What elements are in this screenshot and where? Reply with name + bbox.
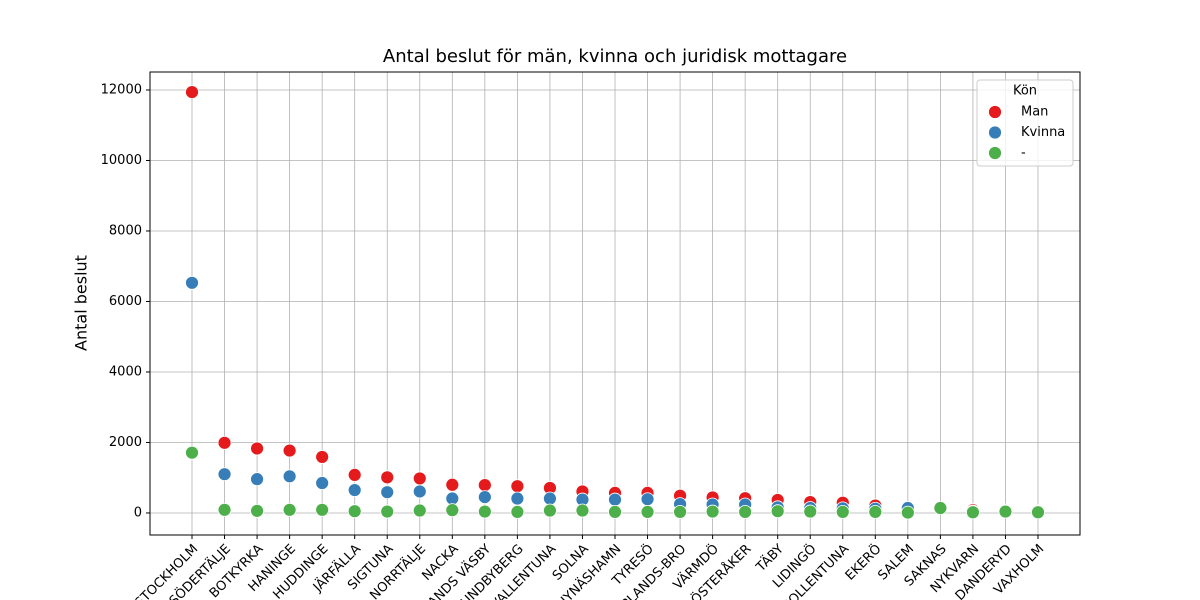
point <box>282 502 297 517</box>
point <box>1031 505 1045 520</box>
legend-title: Kön <box>1013 84 1037 99</box>
point <box>217 502 232 517</box>
y-axis-label: Antal beslut <box>72 255 91 351</box>
point <box>412 484 427 499</box>
point <box>315 450 330 464</box>
y-tick-label: 0 <box>134 505 142 520</box>
legend: Kön Man Kvinna - <box>976 79 1074 167</box>
legend-marker <box>988 146 1002 160</box>
point <box>640 505 655 519</box>
point <box>835 505 850 519</box>
marks <box>185 85 1045 520</box>
point <box>998 504 1013 519</box>
point <box>900 505 915 520</box>
y-tick-label: 12000 <box>101 82 142 97</box>
point <box>282 469 297 484</box>
point <box>477 478 492 493</box>
plot-frame <box>149 71 1081 536</box>
y-tick-label: 2000 <box>109 435 142 450</box>
point <box>510 505 525 519</box>
point <box>543 503 557 518</box>
legend-label: - <box>1021 146 1026 161</box>
point <box>380 485 395 500</box>
point <box>673 505 687 519</box>
point <box>933 501 948 515</box>
point <box>445 503 460 518</box>
y-tick-label: 8000 <box>109 223 142 238</box>
legend-marker <box>988 105 1002 119</box>
point <box>185 85 199 99</box>
point <box>640 492 655 507</box>
point <box>770 504 785 519</box>
point <box>282 443 297 458</box>
point <box>543 491 557 506</box>
point <box>250 441 264 456</box>
point <box>575 503 590 518</box>
point <box>477 504 492 519</box>
point <box>347 467 362 482</box>
legend-box <box>976 79 1074 167</box>
point <box>608 505 622 519</box>
point <box>347 504 362 519</box>
point <box>185 445 199 460</box>
point <box>315 502 330 517</box>
point <box>412 503 427 518</box>
point <box>445 477 460 492</box>
chart-title: Antal beslut för män, kvinna och juridis… <box>383 46 847 67</box>
point <box>966 505 980 520</box>
point <box>868 505 883 519</box>
point <box>738 505 753 519</box>
point <box>380 504 395 519</box>
legend-marker <box>988 125 1002 140</box>
legend-label: Man <box>1021 105 1048 120</box>
point <box>477 490 492 505</box>
point <box>510 491 525 506</box>
point <box>803 504 818 519</box>
point <box>380 470 395 485</box>
point <box>250 472 264 487</box>
point <box>347 483 362 497</box>
point <box>412 471 427 486</box>
y-tick-label: 10000 <box>101 153 142 168</box>
point <box>250 503 264 518</box>
point <box>315 476 330 490</box>
point <box>445 491 460 506</box>
point <box>217 435 232 450</box>
legend-label: Kvinna <box>1021 125 1065 140</box>
point <box>705 504 720 519</box>
y-tick-label: 6000 <box>109 294 142 309</box>
y-tick-label: 4000 <box>109 364 142 379</box>
point <box>217 467 232 482</box>
point <box>510 479 525 494</box>
point <box>608 492 622 507</box>
point <box>185 275 199 290</box>
